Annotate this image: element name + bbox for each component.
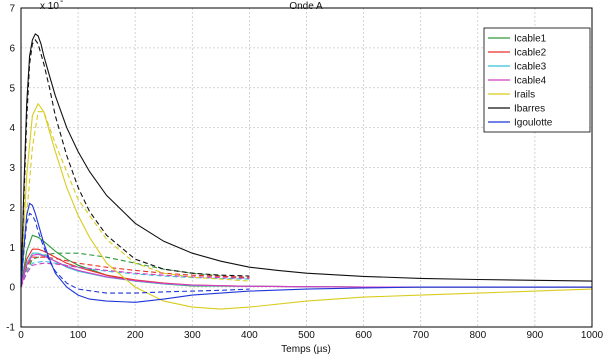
x-tick-label: 100 — [70, 330, 87, 341]
legend-label-icable1: Icable1 — [514, 34, 547, 45]
y-exponent-label: x 10 — [40, 1, 59, 12]
legend-label-icable3: Icable3 — [514, 62, 547, 73]
y-tick-label: 4 — [9, 123, 15, 134]
y-tick-label: 0 — [9, 283, 15, 294]
y-exponent-power: - — [60, 0, 63, 7]
legend-label-irails: Irails — [514, 90, 535, 101]
x-tick-label: 400 — [241, 330, 258, 341]
y-tick-label: 1 — [9, 243, 15, 254]
x-tick-label: 700 — [412, 330, 429, 341]
x-tick-label: 900 — [527, 330, 544, 341]
legend: Icable1 Icable2 Icable3 Icable4 Irails Ibarre… — [483, 27, 591, 133]
legend-label-ibarres: Ibarres — [514, 104, 545, 115]
y-tick-label: 5 — [9, 83, 15, 94]
x-tick-label: 500 — [298, 330, 315, 341]
x-tick-label: 0 — [18, 330, 24, 341]
legend-label-icable2: Icable2 — [514, 48, 547, 59]
plot-frame — [20, 7, 593, 328]
y-tick-label: 2 — [9, 203, 15, 214]
series-line-irails-dashed — [20, 111, 250, 288]
series-line-igoulotte-dashed — [20, 212, 250, 294]
series-line-irails-solid — [20, 102, 593, 310]
series-line-icable1-dashed — [20, 252, 250, 288]
x-tick-labels: 0 100 200 300 400 500 600 700 800 900 1000 — [18, 330, 603, 341]
x-tick-label: 200 — [127, 330, 144, 341]
x-tick-label: 1000 — [581, 330, 604, 341]
y-tick-label: 3 — [9, 163, 15, 174]
legend-label-icable4: Icable4 — [514, 76, 547, 87]
series-line-ibarres-solid — [20, 33, 593, 288]
x-tick-label: 300 — [184, 330, 201, 341]
y-tick-label: 6 — [9, 43, 15, 54]
legend-label-igoulotte: Igoulotte — [514, 118, 553, 129]
y-tick-labels: -1 0 1 2 3 4 5 6 7 — [6, 4, 15, 334]
x-tick-label: 800 — [469, 330, 486, 341]
x-tick-label: 600 — [355, 330, 372, 341]
series-line-igoulotte-solid — [20, 202, 592, 303]
series-line-icable4-solid — [20, 253, 592, 288]
series-line-icable2-dashed — [20, 256, 250, 288]
x-axis-label: Temps (µs) — [281, 344, 331, 354]
chart-title: Onde A — [289, 1, 323, 12]
series-layer — [20, 33, 593, 310]
y-tick-label: -1 — [6, 323, 15, 334]
y-tick-label: 7 — [9, 4, 15, 15]
